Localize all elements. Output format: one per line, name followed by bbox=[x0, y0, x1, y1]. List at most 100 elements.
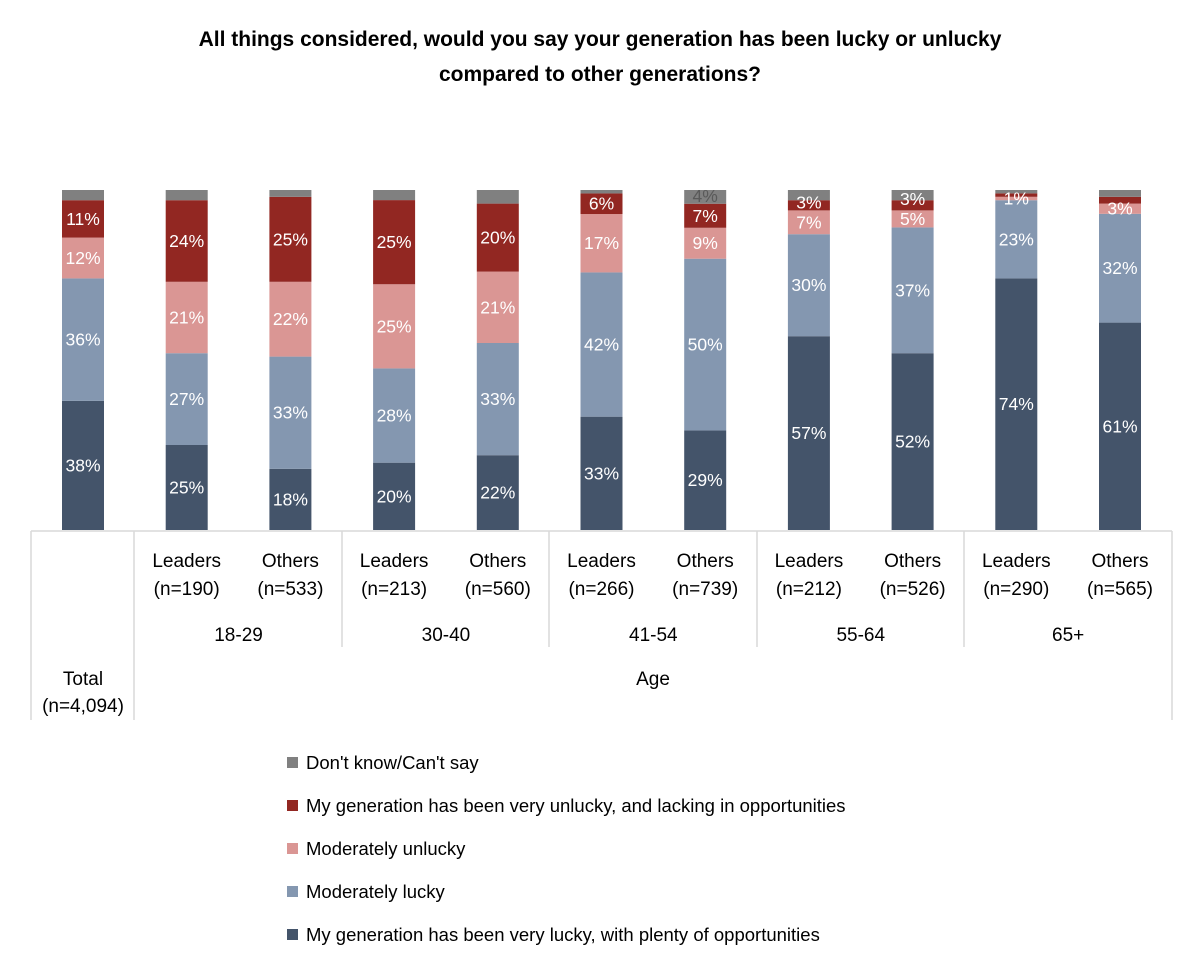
data-label: 11% bbox=[66, 209, 100, 229]
category-label: Leaders bbox=[152, 551, 221, 572]
legend-swatch bbox=[287, 800, 298, 811]
category-n-label: (n=565) bbox=[1087, 579, 1153, 600]
data-label: 21% bbox=[480, 297, 515, 317]
data-label: 29% bbox=[688, 470, 723, 490]
legend-item: Moderately lucky bbox=[287, 870, 846, 913]
legend-label: Moderately unlucky bbox=[306, 837, 466, 859]
legend-swatch bbox=[287, 886, 298, 897]
group-label: 18-29 bbox=[214, 625, 263, 646]
category-label: Others bbox=[1091, 551, 1148, 572]
data-label: 4% bbox=[693, 186, 718, 206]
category-label: Others bbox=[884, 551, 941, 572]
legend-label: My generation has been very unlucky, and… bbox=[306, 794, 846, 816]
bar-segment bbox=[684, 258, 727, 431]
bar-segment bbox=[165, 200, 208, 282]
bar-segment bbox=[269, 468, 312, 530]
data-label: 22% bbox=[480, 483, 515, 503]
bar-segment bbox=[269, 356, 312, 469]
bar-segment bbox=[1099, 190, 1141, 197]
bar-segment bbox=[995, 200, 1038, 279]
category-n-label: (n=533) bbox=[257, 579, 323, 600]
category-label: Leaders bbox=[567, 551, 636, 572]
bar-segment bbox=[165, 353, 208, 445]
data-label: 33% bbox=[480, 389, 515, 409]
category-label: Others bbox=[677, 551, 734, 572]
chart-title-line-2: compared to other generations? bbox=[438, 63, 762, 86]
bar-segment bbox=[995, 193, 1038, 197]
data-label: 25% bbox=[169, 478, 204, 498]
bar-segment bbox=[373, 368, 416, 463]
bar-segment bbox=[1099, 322, 1141, 530]
bar-segment bbox=[373, 284, 416, 369]
category-label: Others bbox=[469, 551, 526, 572]
bar-segment bbox=[580, 214, 623, 273]
category-n-label: (n=190) bbox=[154, 579, 220, 600]
bar-segment bbox=[580, 193, 623, 215]
bar-segment bbox=[684, 430, 727, 530]
data-label: 33% bbox=[273, 403, 308, 423]
chart-title: All things considered, would you say you… bbox=[0, 22, 1200, 92]
data-label: 25% bbox=[377, 316, 412, 336]
category-n-label: (n=290) bbox=[983, 579, 1049, 600]
data-label: 32% bbox=[1102, 258, 1137, 278]
group-label: 41-54 bbox=[629, 625, 678, 646]
bar-segment bbox=[995, 190, 1038, 194]
bar-segment bbox=[476, 190, 519, 204]
bar-segment bbox=[995, 278, 1038, 530]
category-n-label: (n=526) bbox=[880, 579, 946, 600]
legend-label: My generation has been very lucky, with … bbox=[306, 923, 820, 945]
legend-item: My generation has been very lucky, with … bbox=[287, 913, 846, 956]
category-label: Leaders bbox=[775, 551, 844, 572]
bar-segment bbox=[891, 190, 934, 201]
legend-label: Moderately lucky bbox=[306, 880, 445, 902]
category-n-label: (n=266) bbox=[568, 579, 634, 600]
bar-segment bbox=[1099, 203, 1141, 214]
category-n-label: (n=560) bbox=[465, 579, 531, 600]
data-label: 7% bbox=[693, 206, 718, 226]
bar-segment bbox=[891, 210, 934, 228]
data-label: 28% bbox=[377, 406, 412, 426]
bar-segment bbox=[787, 234, 830, 337]
data-label: 37% bbox=[895, 280, 930, 300]
data-label: 3% bbox=[900, 189, 925, 209]
total-n-label: (n=4,094) bbox=[42, 696, 124, 717]
group-label: 55-64 bbox=[836, 625, 885, 646]
category-n-label: (n=212) bbox=[776, 579, 842, 600]
data-label: 61% bbox=[1102, 416, 1137, 436]
bar-segment bbox=[891, 200, 934, 211]
category-label: Leaders bbox=[982, 551, 1051, 572]
data-label: 30% bbox=[791, 275, 826, 295]
data-label: 27% bbox=[169, 389, 204, 409]
data-label: 12% bbox=[65, 248, 100, 268]
bar-segment bbox=[787, 190, 830, 201]
data-label: 24% bbox=[169, 231, 204, 251]
bar-segment bbox=[269, 196, 312, 282]
bar-segment bbox=[269, 190, 312, 197]
bar-segment bbox=[684, 227, 727, 259]
legend-item: My generation has been very unlucky, and… bbox=[287, 784, 846, 827]
bar-segment bbox=[62, 400, 104, 530]
legend-label: Don't know/Can't say bbox=[306, 751, 479, 773]
bar-segment bbox=[62, 237, 104, 279]
bar-segment bbox=[476, 455, 519, 530]
legend-swatch bbox=[287, 929, 298, 940]
bar-segment bbox=[995, 196, 1038, 201]
data-label: 36% bbox=[65, 330, 100, 350]
bar-segment bbox=[373, 462, 416, 530]
bar-segment bbox=[373, 190, 416, 201]
data-label: 21% bbox=[169, 308, 204, 328]
bar-segment bbox=[891, 227, 934, 354]
bar-segment bbox=[62, 190, 104, 201]
data-label: 38% bbox=[65, 455, 100, 475]
bar-segment bbox=[165, 190, 208, 201]
bar-segment bbox=[1099, 213, 1141, 323]
data-label: 3% bbox=[1107, 199, 1132, 219]
data-label: 25% bbox=[377, 232, 412, 252]
data-label: 17% bbox=[584, 233, 619, 253]
bar-segment bbox=[165, 445, 208, 530]
legend-item: Don't know/Can't say bbox=[287, 741, 846, 784]
data-label: 33% bbox=[584, 463, 619, 483]
bar-segment bbox=[580, 272, 623, 417]
bar-segment bbox=[684, 190, 727, 204]
category-n-label: (n=213) bbox=[361, 579, 427, 600]
